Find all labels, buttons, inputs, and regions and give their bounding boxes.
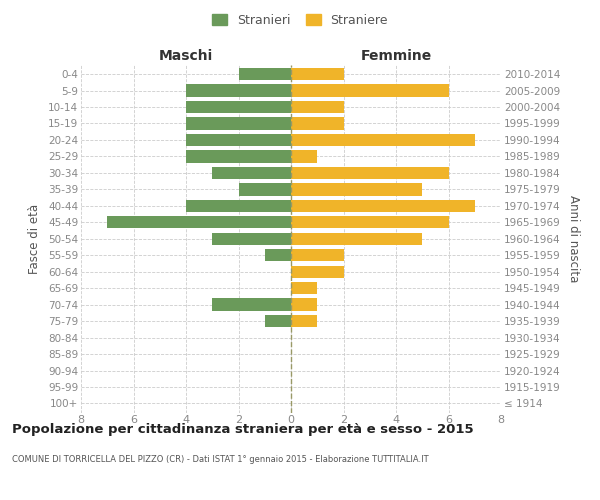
Bar — [265, 249, 291, 262]
Legend: Stranieri, Straniere: Stranieri, Straniere — [207, 8, 393, 32]
Text: Maschi: Maschi — [159, 50, 213, 64]
Bar — [239, 183, 291, 196]
Bar — [186, 200, 291, 212]
Bar — [186, 134, 291, 146]
Bar — [291, 315, 317, 328]
Y-axis label: Anni di nascita: Anni di nascita — [568, 195, 580, 282]
Bar — [291, 134, 475, 146]
Bar — [186, 118, 291, 130]
Bar — [107, 216, 291, 228]
Bar — [291, 266, 343, 278]
Bar — [186, 150, 291, 162]
Bar — [291, 200, 475, 212]
Bar — [186, 84, 291, 96]
Bar — [291, 216, 449, 228]
Bar — [291, 183, 422, 196]
Bar — [291, 282, 317, 294]
Text: Femmine: Femmine — [361, 50, 431, 64]
Y-axis label: Fasce di età: Fasce di età — [28, 204, 41, 274]
Bar — [291, 101, 343, 113]
Bar — [212, 166, 291, 179]
Bar — [291, 68, 343, 80]
Bar — [291, 298, 317, 311]
Bar — [291, 150, 317, 162]
Bar — [212, 232, 291, 245]
Bar — [291, 84, 449, 96]
Bar — [212, 298, 291, 311]
Bar — [291, 118, 343, 130]
Text: Popolazione per cittadinanza straniera per età e sesso - 2015: Popolazione per cittadinanza straniera p… — [12, 422, 473, 436]
Bar — [265, 315, 291, 328]
Bar — [239, 68, 291, 80]
Bar — [291, 232, 422, 245]
Bar — [186, 101, 291, 113]
Bar — [291, 166, 449, 179]
Bar — [291, 249, 343, 262]
Text: COMUNE DI TORRICELLA DEL PIZZO (CR) - Dati ISTAT 1° gennaio 2015 - Elaborazione : COMUNE DI TORRICELLA DEL PIZZO (CR) - Da… — [12, 455, 428, 464]
